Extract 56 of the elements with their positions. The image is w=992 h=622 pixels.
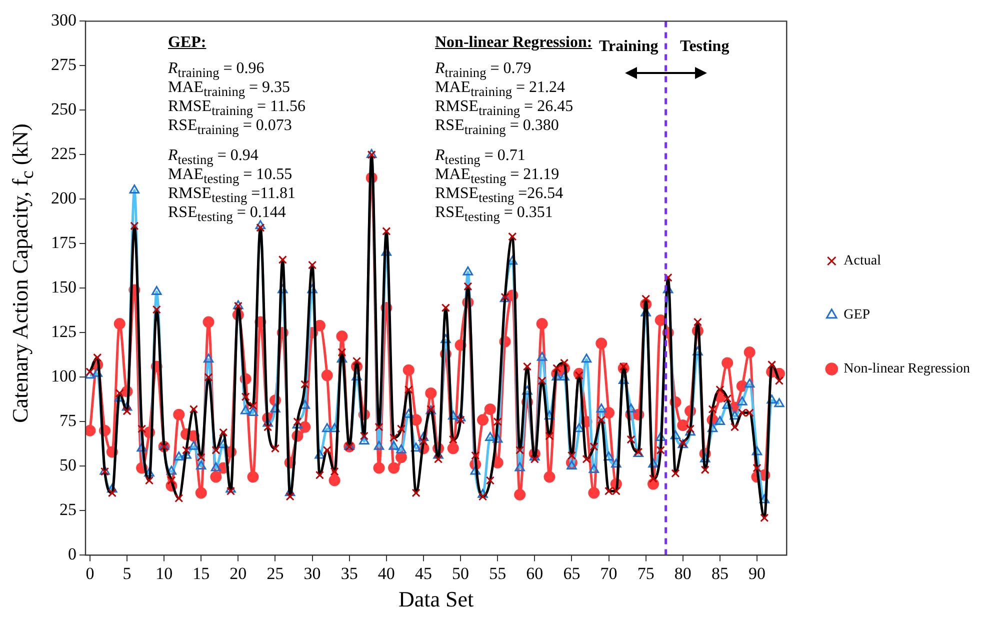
legend-label: Non-linear Regression	[844, 362, 970, 377]
annotation: RSE$_{training}$ = 0.380	[435, 117, 559, 138]
x-tick-label: 75	[637, 564, 654, 583]
annotation: RSE$_{training}$ = 0.073	[168, 117, 292, 138]
x-tick-label: 55	[489, 564, 506, 583]
annotation: R$_{training}$ = 0.96	[168, 60, 264, 80]
annotation: R$_{testing}$ = 0.71	[435, 147, 526, 168]
y-tick-label: 200	[51, 188, 76, 208]
legend-label: GEP	[844, 308, 870, 323]
annotation: MAE$_{training}$ = 21.24	[435, 79, 566, 100]
annotation: MAE$_{testing}$ = 21.19	[435, 166, 560, 186]
x-tick-label: 35	[340, 564, 358, 583]
y-tick-label: 250	[51, 100, 76, 119]
y-tick-label: 125	[51, 322, 76, 342]
y-tick-label: 25	[60, 500, 76, 520]
x-tick-label: 40	[378, 564, 395, 583]
annotation: RSE$_{testing}$ = 0.144	[168, 204, 286, 224]
y-tick-label: 75	[60, 411, 76, 430]
x-tick-label: 25	[266, 564, 284, 583]
y-tick-label: 0	[68, 544, 76, 564]
x-tick-label: 50	[452, 564, 470, 583]
y-tick-label: 150	[51, 278, 76, 297]
annotation: RMSE$_{testing}$ =11.81	[168, 185, 296, 206]
annotation: GEP:	[168, 34, 206, 51]
x-tick-label: 0	[86, 564, 94, 583]
x-tick-label: 70	[600, 564, 618, 583]
y-tick-label: 100	[51, 366, 76, 386]
y-tick-label: 225	[51, 144, 76, 164]
y-tick-label: 175	[51, 233, 76, 252]
x-axis-title: Data Set	[398, 586, 474, 612]
annotation: RSE$_{testing}$ = 0.351	[435, 204, 553, 224]
annotation: RMSE$_{testing}$ =26.54	[435, 185, 564, 206]
y-tick-label: 50	[60, 456, 76, 475]
x-tick-label: 65	[563, 564, 580, 583]
annotation: Testing	[680, 38, 730, 55]
annotation: Non-linear Regression:	[435, 34, 592, 51]
annotation: MAE$_{testing}$ = 10.55	[168, 166, 292, 186]
x-tick-label: 80	[674, 564, 692, 583]
legend-label: Actual	[844, 254, 882, 269]
annotation: RMSE$_{training}$ = 11.56	[168, 98, 306, 118]
x-tick-label: 90	[748, 564, 766, 583]
y-tick-label: 275	[51, 55, 76, 74]
annotation: R$_{training}$ = 0.79	[435, 60, 532, 80]
x-tick-label: 5	[122, 564, 132, 583]
annotation: Training	[599, 38, 658, 55]
x-tick-label: 60	[526, 564, 544, 583]
annotation: MAE$_{training}$ = 9.35	[168, 79, 290, 100]
x-tick-label: 85	[711, 564, 728, 583]
annotation: RMSE$_{training}$ = 26.45	[435, 98, 574, 118]
x-tick-label: 20	[230, 564, 247, 583]
x-tick-label: 45	[414, 564, 432, 583]
x-tick-label: 30	[304, 564, 321, 583]
x-tick-label: 15	[192, 564, 210, 583]
y-tick-label: 300	[51, 10, 76, 30]
x-tick-label: 10	[156, 564, 173, 583]
annotation: R$_{testing}$ = 0.94	[168, 147, 258, 168]
